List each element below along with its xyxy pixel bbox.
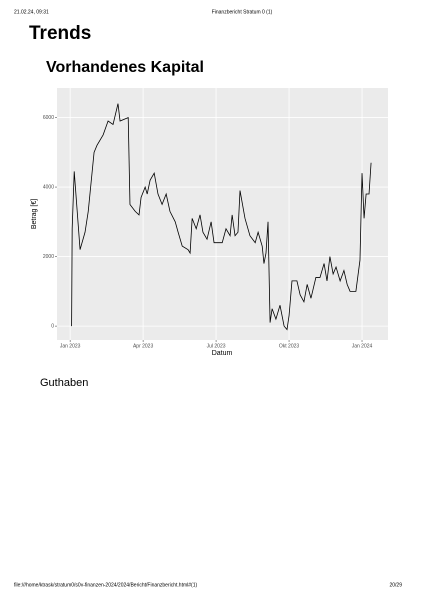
data-line (71, 103, 372, 331)
y-tick-label: 2000 (43, 254, 54, 260)
x-tick-label: Okt 2023 (279, 343, 300, 349)
subheading: Vorhandenes Kapital (46, 59, 204, 76)
plot-panel (57, 88, 388, 340)
y-tick-label: 4000 (43, 184, 54, 190)
grid: 0 2000 4000 6000 Jan 2023 Apr 2023 Jul 2023 Okt… (43, 88, 388, 349)
y-tick-label: 6000 (43, 115, 54, 121)
footer-page: 20/29 (389, 582, 402, 588)
y-axis-label: Betrag [€] (31, 199, 38, 229)
plot (71, 103, 372, 331)
y-tick-label: 0 (51, 323, 54, 329)
print-datetime: 21.02.24, 09:31 (14, 9, 49, 15)
x-tick-label: Apr 2023 (133, 343, 154, 349)
footer-url: file:///home/ktrask/stratum0/s0v-finanze… (14, 582, 197, 588)
x-tick-label: Jan 2024 (352, 343, 373, 349)
print-title: Finanzbericht Stratum 0 (1) (212, 9, 273, 15)
heading: Trends (29, 23, 91, 44)
x-tick-label: Jul 2023 (207, 343, 226, 349)
x-axis-label: Datum (212, 350, 233, 357)
x-tick-label: Jan 2023 (60, 343, 81, 349)
section-heading: Guthaben (40, 377, 88, 389)
